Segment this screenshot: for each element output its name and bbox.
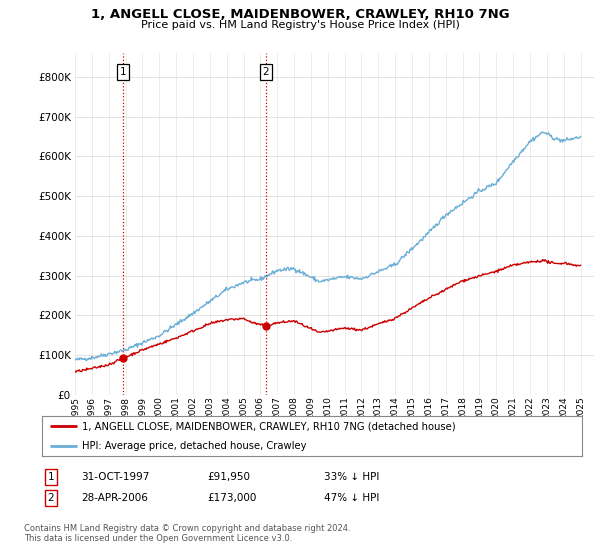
Text: 1: 1 [47, 472, 55, 482]
Text: HPI: Average price, detached house, Crawley: HPI: Average price, detached house, Craw… [83, 441, 307, 451]
Text: 1, ANGELL CLOSE, MAIDENBOWER, CRAWLEY, RH10 7NG: 1, ANGELL CLOSE, MAIDENBOWER, CRAWLEY, R… [91, 8, 509, 21]
Text: 1, ANGELL CLOSE, MAIDENBOWER, CRAWLEY, RH10 7NG (detached house): 1, ANGELL CLOSE, MAIDENBOWER, CRAWLEY, R… [83, 421, 456, 431]
Text: 2: 2 [47, 493, 55, 503]
Text: 28-APR-2006: 28-APR-2006 [81, 493, 148, 503]
Text: 1: 1 [119, 67, 126, 77]
Text: £91,950: £91,950 [207, 472, 250, 482]
Text: 2: 2 [262, 67, 269, 77]
Text: 33% ↓ HPI: 33% ↓ HPI [324, 472, 379, 482]
Text: 31-OCT-1997: 31-OCT-1997 [81, 472, 149, 482]
Text: Price paid vs. HM Land Registry's House Price Index (HPI): Price paid vs. HM Land Registry's House … [140, 20, 460, 30]
Text: 47% ↓ HPI: 47% ↓ HPI [324, 493, 379, 503]
Text: £173,000: £173,000 [207, 493, 256, 503]
Text: Contains HM Land Registry data © Crown copyright and database right 2024.
This d: Contains HM Land Registry data © Crown c… [24, 524, 350, 543]
